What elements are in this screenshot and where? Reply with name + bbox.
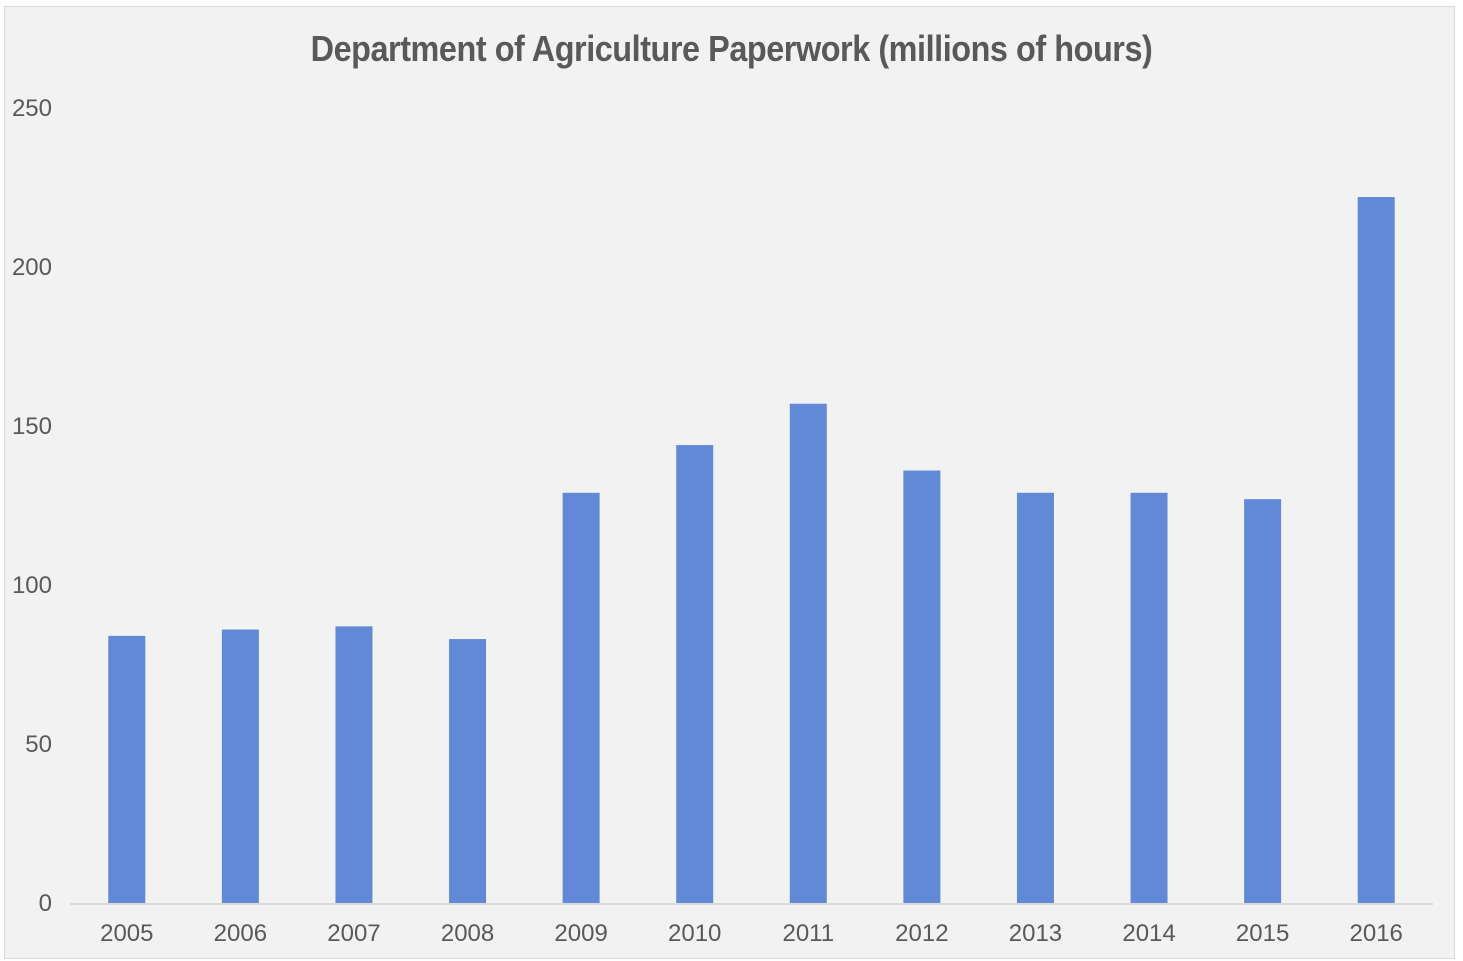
x-tick-label: 2011 bbox=[782, 920, 834, 947]
y-tick-label: 200 bbox=[12, 254, 52, 281]
bar-2016 bbox=[1357, 197, 1395, 904]
bar-2007 bbox=[335, 626, 373, 903]
x-tick-label: 2013 bbox=[1009, 920, 1062, 947]
y-tick-label: 250 bbox=[12, 95, 52, 122]
bar-2008 bbox=[449, 639, 487, 903]
y-tick-label: 100 bbox=[12, 572, 52, 599]
x-tick-label: 2007 bbox=[327, 920, 380, 947]
y-tick-label: 0 bbox=[39, 890, 52, 917]
y-tick-label: 150 bbox=[12, 413, 52, 440]
x-tick-label: 2009 bbox=[554, 920, 607, 947]
y-axis-ticks: 0 50 100 150 200 250 bbox=[12, 95, 52, 917]
bar-2006 bbox=[221, 629, 259, 903]
x-tick-label: 2015 bbox=[1236, 920, 1289, 947]
y-tick-label: 50 bbox=[25, 731, 52, 758]
bar-2015 bbox=[1244, 499, 1282, 903]
bar-2014 bbox=[1130, 492, 1168, 903]
x-tick-label: 2014 bbox=[1122, 920, 1175, 947]
x-tick-label: 2010 bbox=[668, 920, 721, 947]
bar-2013 bbox=[1016, 492, 1054, 903]
bar-2009 bbox=[562, 492, 600, 903]
bars bbox=[108, 197, 1395, 904]
x-tick-label: 2016 bbox=[1350, 920, 1403, 947]
bar-2012 bbox=[903, 470, 941, 903]
x-tick-label: 2006 bbox=[214, 920, 267, 947]
bar-2010 bbox=[676, 445, 714, 903]
x-axis-ticks: 2005 2006 2007 2008 2009 2010 2011 2012 2013 2014… bbox=[100, 920, 1403, 947]
bar-2011 bbox=[789, 403, 827, 903]
x-tick-label: 2005 bbox=[100, 920, 153, 947]
x-tick-label: 2012 bbox=[895, 920, 948, 947]
chart-title: Department of Agriculture Paperwork (mil… bbox=[310, 28, 1153, 69]
bar-2005 bbox=[108, 635, 146, 903]
x-tick-label: 2008 bbox=[441, 920, 494, 947]
